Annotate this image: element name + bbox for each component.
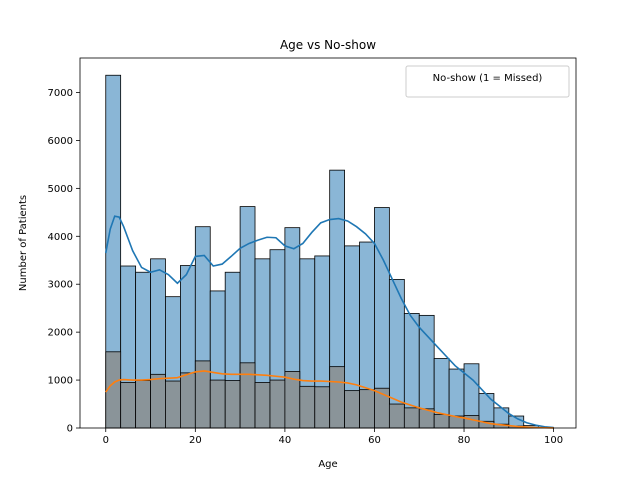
y-tick-label: 7000	[48, 88, 73, 99]
chart-title: Age vs No-show	[280, 38, 376, 52]
y-tick-label: 2000	[48, 328, 73, 339]
y-tick-label: 6000	[48, 136, 73, 147]
bar-series1-bin17	[359, 389, 375, 429]
x-tick-label: 60	[368, 435, 381, 446]
bar-series1-bin7	[209, 379, 226, 429]
legend-box	[405, 65, 570, 98]
bar-series1-bin2	[135, 380, 151, 429]
bar-series1-bin4	[165, 380, 181, 429]
x-tick-label: 0	[103, 435, 109, 446]
bar-series1-bin20	[403, 407, 420, 429]
x-tick-label: 40	[279, 435, 292, 446]
legend: No-show (1 = Missed)	[405, 65, 570, 98]
kde-line-1	[105, 370, 554, 429]
bar-series1-bin9	[239, 362, 256, 429]
kde-line-0	[104, 215, 554, 429]
y-tick-label: 5000	[48, 184, 73, 195]
bar-series1-bin10	[254, 382, 271, 429]
bar-series1-bin3	[150, 373, 166, 429]
y-tick-label: 4000	[48, 232, 73, 243]
x-tick-label: 20	[189, 435, 202, 446]
x-tick-label: 100	[544, 435, 563, 446]
y-tick-label: 1000	[48, 376, 73, 387]
plot-frame	[79, 57, 577, 429]
y-axis-label: Number of Patients	[18, 195, 29, 291]
x-tick-label: 80	[458, 435, 471, 446]
x-axis: 0 20 40 60 80 100	[103, 428, 563, 446]
bar-series1-bin8	[224, 380, 241, 429]
plot-area	[104, 74, 555, 429]
bar-series1-bin15	[329, 366, 345, 429]
bar-series1-bin1	[120, 382, 137, 429]
x-axis-label: Age	[318, 459, 337, 470]
bar-series1-bin16	[344, 390, 360, 429]
bar-series1-bin24	[463, 415, 480, 429]
bar-series1-bin13	[299, 385, 316, 429]
bar-series1-bin5	[180, 372, 196, 429]
bar-series1-bin22	[433, 414, 450, 429]
y-tick-label: 0	[67, 424, 73, 435]
bar-series1-bin11	[269, 379, 286, 429]
y-tick-label: 3000	[48, 280, 73, 291]
legend-title: No-show (1 = Missed)	[433, 73, 543, 84]
bar-series1-bin19	[388, 403, 405, 429]
bar-series1-bin14	[314, 386, 331, 429]
y-axis: 0 1000 2000 3000 4000 5000 6000 7000	[48, 88, 80, 435]
